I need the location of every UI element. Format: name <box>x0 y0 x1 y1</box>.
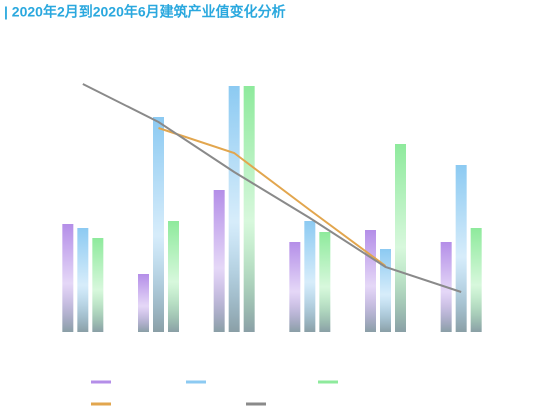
legend-swatch <box>91 402 111 406</box>
bar <box>470 228 482 332</box>
bar <box>365 230 376 332</box>
bar <box>168 221 179 332</box>
bar <box>62 224 74 332</box>
bar <box>304 221 316 332</box>
bar <box>92 238 104 332</box>
bar <box>289 242 301 332</box>
bar <box>395 144 406 332</box>
bar <box>228 86 240 332</box>
line <box>82 83 462 293</box>
bar <box>213 190 225 332</box>
legend-swatch <box>246 402 266 406</box>
bar <box>319 232 331 332</box>
legend-swatch <box>91 380 111 384</box>
legend-swatch <box>318 380 338 384</box>
bar <box>138 274 149 332</box>
line <box>158 127 387 267</box>
bar <box>380 249 391 332</box>
bar <box>153 117 164 332</box>
legend-swatch <box>186 380 206 384</box>
chart-title: | 2020年2月到2020年6月建筑产业值变化分析 <box>4 4 286 20</box>
bar <box>455 165 467 332</box>
bar <box>77 228 89 332</box>
bar <box>243 86 255 332</box>
